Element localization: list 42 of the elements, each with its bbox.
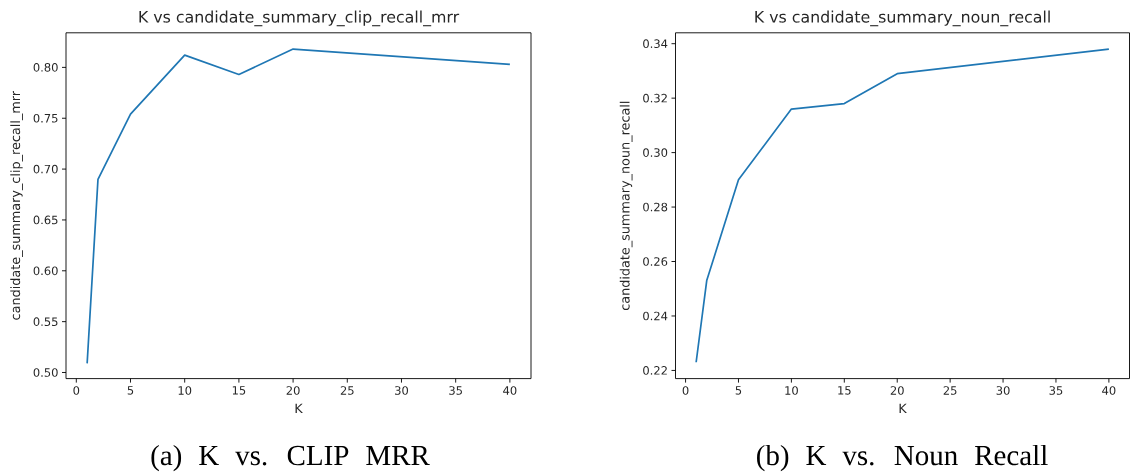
x-tick-label: 15: [838, 386, 851, 395]
x-tick-label: 40: [503, 386, 517, 395]
y-tick-label: 0.80: [33, 63, 58, 72]
x-tick-label: 30: [996, 386, 1010, 395]
y-tick-label: 0.55: [33, 317, 58, 326]
y-tick-label: 0.65: [33, 215, 58, 225]
y-tick-label: 0.28: [643, 202, 668, 212]
x-axis-title: K: [295, 403, 303, 414]
x-tick-label: 10: [785, 386, 798, 395]
y-tick-label: 0.30: [643, 148, 668, 157]
x-tick-label: 10: [178, 386, 192, 395]
x-tick-label: 20: [890, 386, 904, 395]
x-tick-label: 20: [286, 386, 300, 395]
y-tick-label: 0.70: [33, 164, 58, 174]
y-tick-label: 0.34: [643, 39, 668, 49]
x-tick-label: 5: [735, 386, 742, 395]
line-series: [86, 48, 511, 365]
x-tick-label: 25: [943, 386, 957, 395]
x-tick-label: 40: [1102, 386, 1116, 395]
x-tick-label: 25: [340, 386, 354, 395]
x-axis-title: K: [899, 403, 907, 414]
text: (a) K vs. CLIP MRR: [151, 444, 430, 472]
y-tick-label: 0.24: [643, 311, 668, 321]
y-tick-label: 0.50: [33, 368, 58, 377]
x-tick-label: 35: [449, 386, 462, 395]
chart-title: K vs candidate_summary_noun_recall: [755, 10, 1050, 27]
chart-title: K vs candidate_summary_clip_recall_mrr: [139, 10, 460, 27]
y-tick-label: 0.22: [643, 366, 667, 375]
x-tick-label: 5: [127, 386, 134, 395]
y-axis-title: candidate_summary_noun_recall: [619, 101, 633, 311]
y-axis-title: candidate_summary_clip_recall_mrr: [10, 90, 23, 320]
y-tick-label: 0.26: [643, 257, 668, 266]
text: (b) K vs. Noun Recall: [757, 444, 1048, 472]
x-tick-label: 0: [682, 386, 689, 395]
x-tick-label: 30: [395, 386, 409, 395]
line-series: [695, 48, 1110, 364]
x-tick-label: 35: [1049, 386, 1063, 395]
x-tick-label: 15: [232, 386, 246, 395]
x-tick-label: 0: [73, 386, 80, 395]
y-tick-label: 0.75: [33, 113, 58, 123]
y-tick-label: 0.32: [643, 93, 667, 103]
y-tick-label: 0.60: [33, 266, 58, 276]
